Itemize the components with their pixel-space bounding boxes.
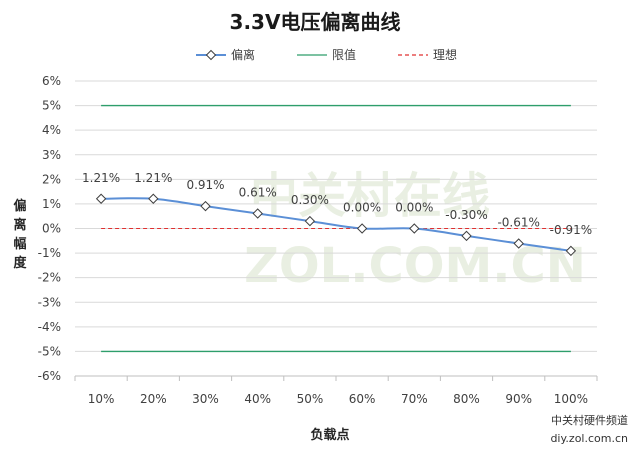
data-label: -0.91% xyxy=(550,223,592,237)
data-labels: 1.21% 1.21% 0.91% 0.61% 0.30% 0.00% 0.00% -0.30… xyxy=(82,171,592,237)
legend-item: 偏离 xyxy=(196,47,255,62)
data-point-marker xyxy=(461,230,472,242)
credit-line1: 中关村硬件频道 xyxy=(551,413,628,427)
data-point-marker xyxy=(95,193,107,204)
x-tick-label: 20% xyxy=(140,392,167,406)
data-label: -0.61% xyxy=(497,215,539,229)
data-point-marker xyxy=(565,245,577,257)
legend-marker xyxy=(205,49,217,61)
y-tick-label: 0% xyxy=(42,222,61,236)
data-point-marker xyxy=(356,223,368,234)
x-tick-label: 60% xyxy=(349,392,376,406)
watermark-en: ZOL.COM.CN xyxy=(244,238,586,294)
y-tick-label: 3% xyxy=(42,148,61,162)
x-tick-label: 10% xyxy=(88,392,115,406)
y-tick-label: 2% xyxy=(42,172,61,186)
data-label: 1.21% xyxy=(82,171,120,185)
limit-lines xyxy=(101,104,571,353)
y-tick-label: 6% xyxy=(42,74,61,88)
y-tick-label: 4% xyxy=(42,123,61,137)
legend-label: 偏离 xyxy=(231,47,255,62)
y-tick-label: -4% xyxy=(38,320,61,334)
data-point-marker xyxy=(513,238,524,249)
y-axis-label-char: 幅 xyxy=(13,236,26,252)
data-point-marker xyxy=(252,208,263,219)
legend-label: 理想 xyxy=(433,47,457,62)
deviation-line xyxy=(101,197,572,252)
legend-label: 限值 xyxy=(332,47,356,62)
data-label: 0.30% xyxy=(291,193,329,207)
y-tick-label: -1% xyxy=(38,246,61,260)
y-tick-label: 5% xyxy=(42,99,61,113)
y-tick-label: 1% xyxy=(42,197,61,211)
x-axis-line xyxy=(74,375,598,381)
y-axis-label-char: 度 xyxy=(13,255,27,271)
y-tick-label: -3% xyxy=(38,295,61,309)
data-point-marker xyxy=(304,215,316,227)
y-axis-label-char: 离 xyxy=(13,217,26,233)
y-tick-label: -6% xyxy=(38,369,61,383)
y-tick-label: -2% xyxy=(38,271,61,285)
x-tick-label: 90% xyxy=(505,392,532,406)
data-label: 0.00% xyxy=(395,201,433,215)
watermark: 中关村在线 ZOL.COM.CN xyxy=(244,168,586,294)
y-tick-label: -5% xyxy=(38,344,61,358)
x-tick-label: 50% xyxy=(297,392,324,406)
chart-title: 3.3V电压偏离曲线 xyxy=(230,10,401,34)
legend-item: 限值 xyxy=(297,47,356,62)
y-axis-ticks: 6% 5% 4% 3% 2% 1% 0% -1% -2% -3% -4% -5% -6% xyxy=(38,74,61,383)
legend: 偏离 限值 理想 xyxy=(196,47,457,62)
data-label: 0.61% xyxy=(239,186,277,200)
data-label: 1.21% xyxy=(134,171,172,185)
data-label: 0.91% xyxy=(186,178,224,192)
y-axis-label-char: 偏 xyxy=(13,198,26,214)
x-tick-label: 80% xyxy=(453,392,480,406)
credit-line2: diy.zol.com.cn xyxy=(550,432,628,445)
watermark-cn: 中关村在线 xyxy=(250,168,490,224)
x-tick-label: 100% xyxy=(554,392,588,406)
data-point-marker xyxy=(409,223,420,234)
legend-item: 理想 xyxy=(398,47,457,62)
x-axis-label: 负载点 xyxy=(310,427,349,443)
x-tick-label: 30% xyxy=(192,392,219,406)
x-tick-label: 70% xyxy=(401,392,428,406)
data-label: -0.30% xyxy=(445,208,487,222)
data-label: 0.00% xyxy=(343,201,381,215)
data-point-marker xyxy=(148,193,159,204)
deviation-series xyxy=(95,193,577,257)
x-axis-ticks: 10% 20% 30% 40% 50% 60% 70% 80% 90% 100% xyxy=(88,392,588,406)
x-tick-label: 40% xyxy=(244,392,271,406)
data-point-marker xyxy=(200,200,211,212)
